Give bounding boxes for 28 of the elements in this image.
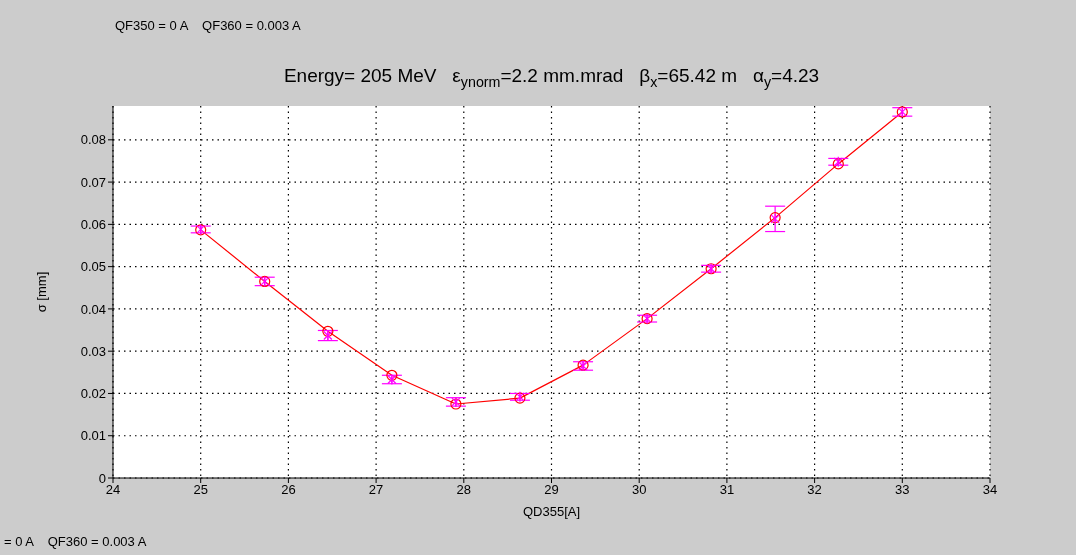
y-tick-label: 0	[98, 470, 106, 486]
x-tick-label: 34	[982, 482, 998, 498]
y-tick-label: 0.03	[80, 343, 106, 359]
y-tick-label: 0.01	[80, 428, 106, 444]
x-tick-label: 32	[807, 482, 822, 498]
point	[387, 373, 397, 386]
chart-title: Energy= 205 MeV ε$_{ynorm}$=2.2 mm.mrad β$_{x}$=65.42 m α$_{y}$=4.23	[283, 65, 820, 90]
y-axis-title: σ [mm]	[33, 271, 49, 313]
x-tick-label: 29	[544, 482, 559, 498]
text: QF350 = 0 A QF360 = 0.003 A	[115, 18, 301, 33]
x-tick-label: 25	[193, 482, 208, 498]
y-tick-label: 0.07	[80, 174, 106, 190]
y-tick-label: 0.06	[80, 216, 106, 232]
point	[386, 369, 398, 381]
x-tick-label: 31	[719, 482, 735, 498]
y-tick-label: 0.04	[80, 301, 106, 317]
text: = 0 A QF360 = 0.003 A	[4, 534, 147, 549]
x-tick-label: 30	[631, 482, 647, 498]
point	[322, 325, 334, 337]
x-axis-title: QD355[A]	[522, 504, 581, 519]
x-tick-label: 26	[281, 482, 296, 498]
x-tick-label: 24	[105, 482, 121, 498]
y-tick-label: 0.05	[80, 259, 106, 275]
x-tick-label: 33	[895, 482, 910, 498]
y-tick-label: 0.02	[80, 386, 106, 402]
x-tick-label: 27	[368, 482, 384, 498]
y-tick-label: 0.08	[80, 132, 106, 148]
x-tick-label: 28	[456, 482, 472, 498]
